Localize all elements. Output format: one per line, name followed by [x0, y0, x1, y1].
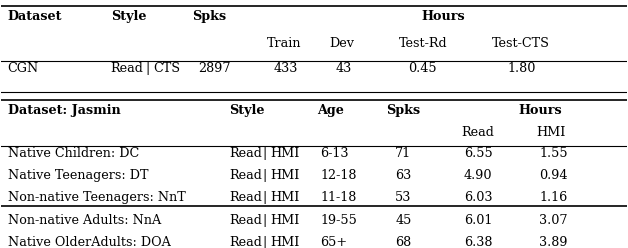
Text: 68: 68 — [395, 236, 411, 248]
Text: 19-55: 19-55 — [320, 214, 357, 227]
Text: Read: Read — [230, 236, 263, 248]
Text: Native Children: DC: Native Children: DC — [8, 147, 139, 160]
Text: Style: Style — [230, 104, 265, 117]
Text: 45: 45 — [395, 214, 411, 227]
Text: Read: Read — [230, 169, 263, 182]
Text: Dev: Dev — [330, 36, 355, 50]
Text: Age: Age — [317, 104, 344, 117]
Text: HMI: HMI — [270, 169, 300, 182]
Text: 71: 71 — [395, 147, 411, 160]
Text: Train: Train — [267, 36, 301, 50]
Text: 1.55: 1.55 — [539, 147, 568, 160]
Text: 1.80: 1.80 — [508, 62, 536, 75]
Text: HMI: HMI — [270, 191, 300, 204]
Text: 4.90: 4.90 — [464, 169, 492, 182]
Text: Non-native Teenagers: NnT: Non-native Teenagers: NnT — [8, 191, 185, 204]
Text: CGN: CGN — [8, 62, 39, 75]
Text: 6.38: 6.38 — [464, 236, 492, 248]
Text: |: | — [262, 214, 266, 227]
Text: Read: Read — [230, 214, 263, 227]
Text: Native OlderAdults: DOA: Native OlderAdults: DOA — [8, 236, 171, 248]
Text: Hours: Hours — [519, 104, 563, 117]
Text: 6.01: 6.01 — [464, 214, 492, 227]
Text: HMI: HMI — [536, 126, 565, 139]
Text: Style: Style — [111, 10, 146, 23]
Text: Hours: Hours — [422, 10, 465, 23]
Text: Read: Read — [461, 126, 494, 139]
Text: HMI: HMI — [270, 236, 300, 248]
Text: 11-18: 11-18 — [320, 191, 357, 204]
Text: 0.45: 0.45 — [408, 62, 436, 75]
Text: |: | — [262, 191, 266, 204]
Text: CTS: CTS — [153, 62, 180, 75]
Text: 53: 53 — [395, 191, 411, 204]
Text: 433: 433 — [273, 62, 298, 75]
Text: 1.16: 1.16 — [539, 191, 567, 204]
Text: Dataset: Dataset — [8, 10, 62, 23]
Text: Native Teenagers: DT: Native Teenagers: DT — [8, 169, 148, 182]
Text: |: | — [145, 62, 149, 75]
Text: 6.03: 6.03 — [464, 191, 492, 204]
Text: 2897: 2897 — [198, 62, 231, 75]
Text: HMI: HMI — [270, 147, 300, 160]
Text: |: | — [262, 147, 266, 160]
Text: Test-CTS: Test-CTS — [492, 36, 550, 50]
Text: Test-Rd: Test-Rd — [398, 36, 447, 50]
Text: Read: Read — [230, 191, 263, 204]
Text: Dataset: Jasmin: Dataset: Jasmin — [8, 104, 121, 117]
Text: 12-18: 12-18 — [320, 169, 357, 182]
Text: Non-native Adults: NnA: Non-native Adults: NnA — [8, 214, 161, 227]
Text: Spks: Spks — [192, 10, 226, 23]
Text: Read: Read — [111, 62, 144, 75]
Text: 6.55: 6.55 — [464, 147, 493, 160]
Text: 63: 63 — [395, 169, 411, 182]
Text: |: | — [262, 236, 266, 248]
Text: 43: 43 — [336, 62, 352, 75]
Text: 0.94: 0.94 — [539, 169, 568, 182]
Text: 3.07: 3.07 — [539, 214, 568, 227]
Text: HMI: HMI — [270, 214, 300, 227]
Text: |: | — [262, 169, 266, 182]
Text: 6-13: 6-13 — [320, 147, 349, 160]
Text: Read: Read — [230, 147, 263, 160]
Text: 3.89: 3.89 — [539, 236, 568, 248]
Text: 65+: 65+ — [320, 236, 347, 248]
Text: Spks: Spks — [386, 104, 420, 117]
